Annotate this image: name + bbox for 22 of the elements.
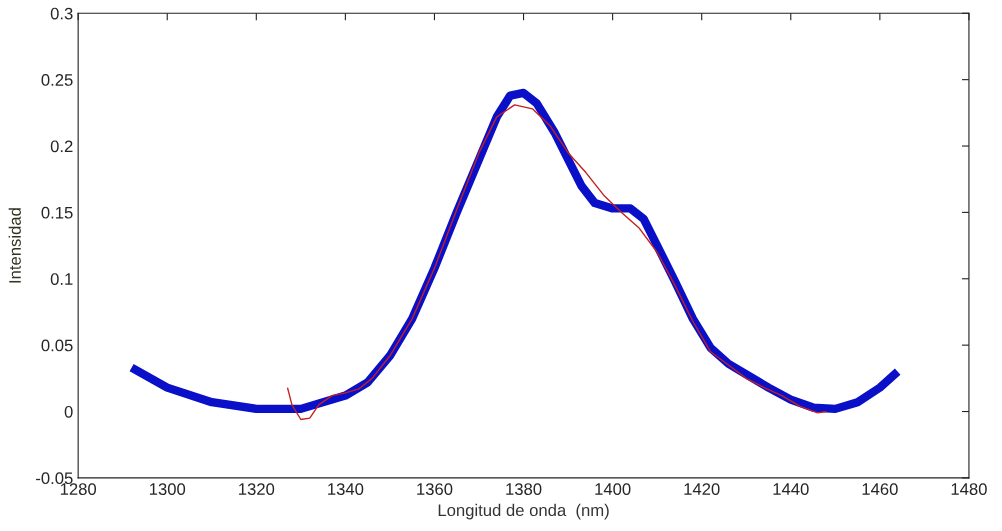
x-tick-label: 1480	[951, 483, 987, 495]
x-axis-title: Longitud de onda (nm)	[438, 503, 609, 520]
x-tick-label: 1340	[328, 483, 364, 495]
y-tick-label: 0.1	[50, 273, 73, 285]
x-tick-label: 1320	[239, 483, 275, 495]
line-series	[286, 104, 828, 421]
y-tick-label: -0.05	[36, 472, 73, 485]
x-tick-label: 1440	[773, 483, 809, 495]
y-tick-label: 0.15	[41, 206, 73, 219]
y-axis-title: Intensidad	[8, 208, 21, 283]
x-tick-label: 1360	[417, 483, 453, 495]
x-tick-label: 1280	[60, 483, 97, 495]
y-tick-label: 0	[64, 405, 73, 418]
x-tick-label: 1300	[149, 483, 186, 495]
x-tick-label: 1380	[506, 483, 542, 495]
x-tick-label: 1400	[595, 483, 631, 495]
y-tick-label: 0.3	[50, 7, 73, 20]
y-tick-label: 0.2	[50, 140, 73, 153]
y-tick-label: 0.25	[41, 74, 73, 86]
y-tick-label: 0.05	[41, 339, 73, 352]
x-tick-label: 1420	[684, 483, 720, 495]
x-tick-label: 1460	[862, 483, 898, 495]
